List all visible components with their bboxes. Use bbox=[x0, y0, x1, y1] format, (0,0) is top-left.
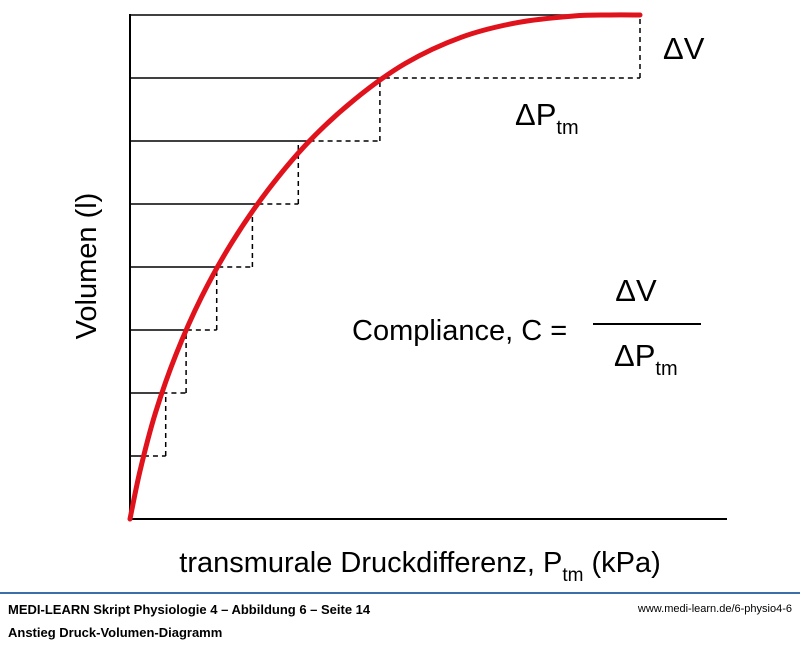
fraction-denominator: ΔPtm bbox=[614, 338, 678, 380]
delta-v-label: ΔV bbox=[663, 31, 705, 66]
horizontal-volume-lines bbox=[130, 14, 630, 457]
fraction-numerator: ΔV bbox=[615, 273, 657, 308]
figure-caption: Anstieg Druck-Volumen-Diagramm bbox=[8, 625, 223, 640]
footer-divider bbox=[0, 592, 800, 594]
footer-url[interactable]: www.medi-learn.de/6-physio4-6 bbox=[637, 603, 792, 615]
footer-source: MEDI-LEARN Skript Physiologie 4 – Abbild… bbox=[8, 602, 371, 617]
dashed-step-lines bbox=[143, 15, 641, 457]
y-axis-label: Volumen (l) bbox=[71, 193, 103, 340]
compliance-curve bbox=[127, 12, 643, 522]
delta-p-label: ΔPtm bbox=[515, 97, 579, 139]
compliance-label: Compliance, C = bbox=[352, 315, 567, 347]
pressure-volume-chart: Volumen (l) transmurale Druckdifferenz, … bbox=[71, 12, 727, 586]
x-axis-label: transmurale Druckdifferenz, Ptm (kPa) bbox=[179, 547, 660, 586]
